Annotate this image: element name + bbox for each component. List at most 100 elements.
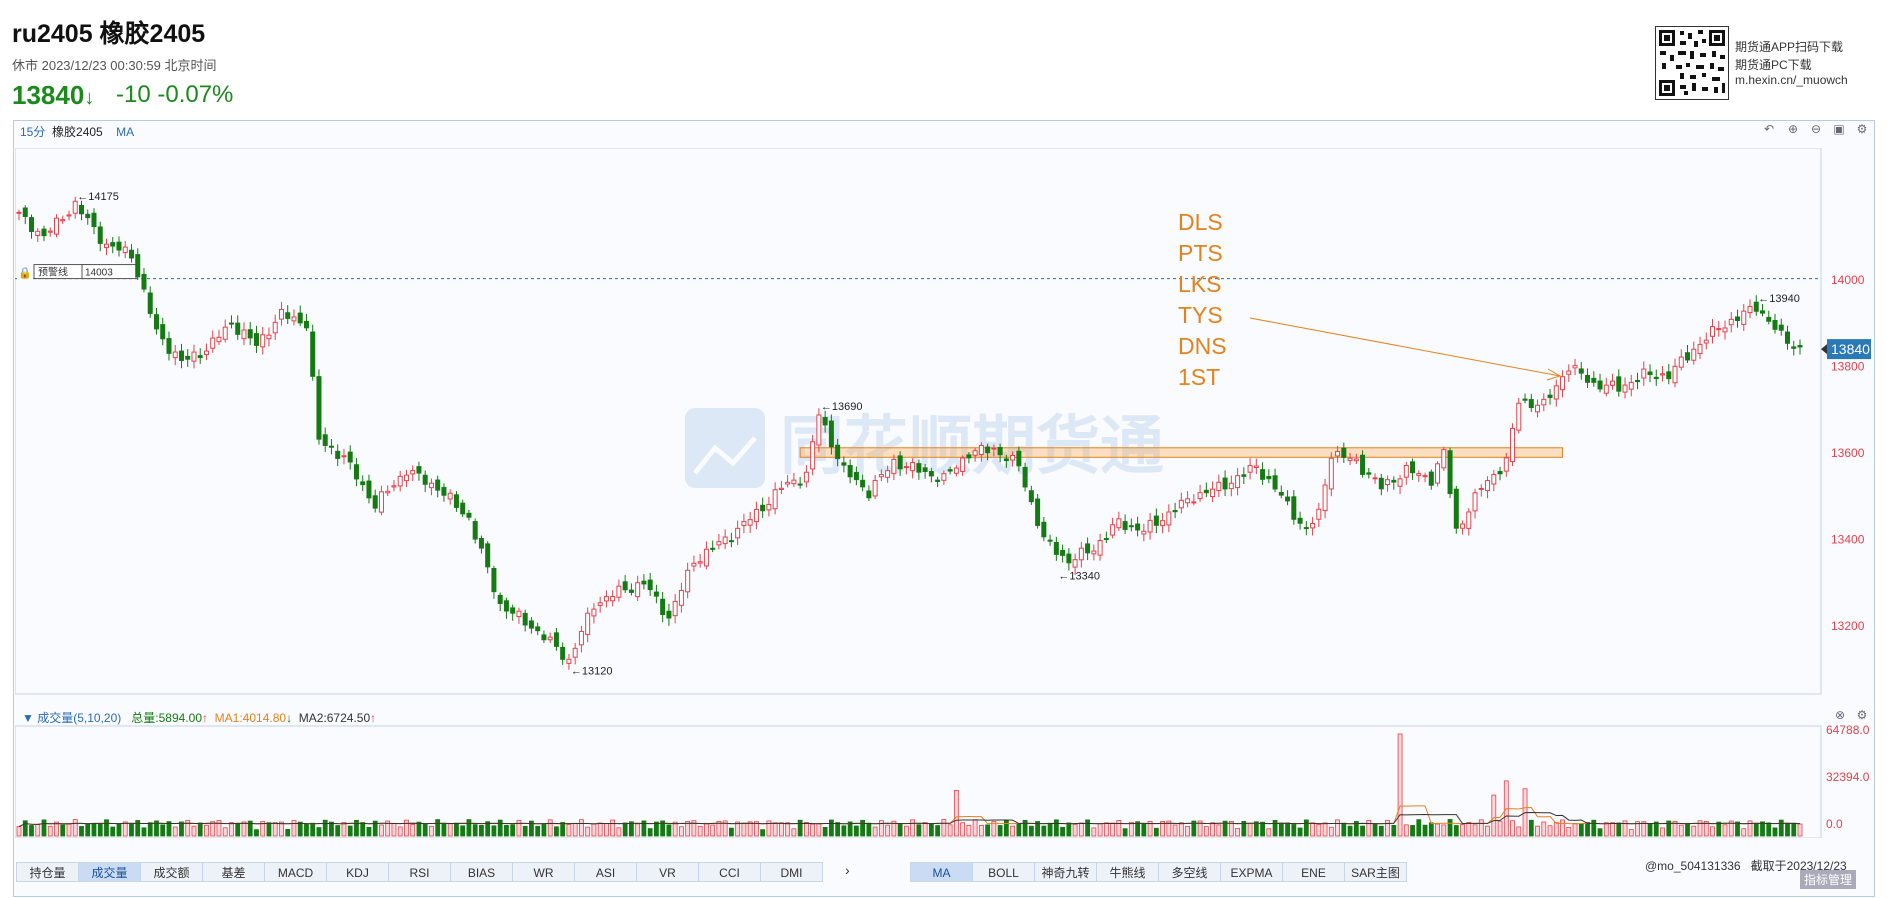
volume-bar (354, 819, 359, 837)
candle-body (597, 602, 603, 606)
tab-macd[interactable]: MACD (264, 862, 327, 882)
volume-bar (185, 820, 191, 837)
zoom-in-icon[interactable]: ⊕ (1787, 122, 1799, 136)
volume-bar (479, 825, 484, 837)
collapse-icon[interactable]: ▼ (22, 711, 34, 725)
candle-body (616, 585, 622, 598)
volume-bar (166, 821, 172, 837)
volume-bar (1516, 826, 1522, 837)
candle-body (1297, 517, 1303, 524)
undo-icon[interactable]: ↶ (1763, 122, 1775, 136)
tab-持仓量[interactable]: 持仓量 (16, 862, 79, 882)
indicator-label[interactable]: MA (116, 125, 135, 139)
candle-body (1278, 492, 1284, 496)
next-tabs-icon[interactable]: › (845, 862, 850, 878)
tab-成交额[interactable]: 成交额 (140, 862, 203, 882)
contract-name-label: 橡胶2405 (52, 125, 103, 139)
candle-body (1428, 471, 1434, 486)
candle-body (803, 471, 809, 483)
tab-expma[interactable]: EXPMA (1220, 862, 1283, 882)
tab-wr[interactable]: WR (512, 862, 575, 882)
period-label[interactable]: 15分 (20, 125, 46, 139)
volume-bar (360, 822, 366, 837)
candle-body (1703, 339, 1709, 344)
volume-bar (803, 822, 809, 837)
volume-settings-icon[interactable]: ⚙ (1856, 708, 1868, 722)
volume-bar (1060, 826, 1066, 837)
volume-bar (316, 827, 322, 837)
qr-url[interactable]: m.hexin.cn/_muowch (1735, 73, 1848, 87)
down-arrow-icon: ↓ (286, 711, 293, 725)
candle-body (28, 217, 34, 232)
tab-sar主图[interactable]: SAR主图 (1344, 862, 1407, 882)
tab-kdj[interactable]: KDJ (326, 862, 389, 882)
volume-bar (529, 820, 534, 837)
tab-dmi[interactable]: DMI (760, 862, 823, 882)
volume-bar (16, 826, 22, 837)
volume-bar (616, 827, 622, 837)
candlestick-chart[interactable]: 同花顺期货通 🔒 预警线 14003 ←14175←13690←13120←1334… (15, 148, 1875, 838)
volume-title[interactable]: 成交量(5,10,20) (37, 711, 122, 725)
tab-ene[interactable]: ENE (1282, 862, 1345, 882)
volume-bar (1672, 820, 1678, 837)
volume-bar (91, 822, 97, 837)
candle-body (1785, 331, 1791, 344)
candle-body (191, 351, 197, 362)
tab-牛熊线[interactable]: 牛熊线 (1096, 862, 1159, 882)
candle-body (1153, 515, 1159, 526)
volume-bar (572, 823, 578, 837)
volume-close-icon[interactable]: ⊗ (1834, 708, 1846, 722)
screenshot-icon[interactable]: ▣ (1833, 122, 1845, 136)
candle-body (628, 589, 634, 593)
volume-bar (1366, 820, 1372, 837)
volume-bar (1391, 824, 1397, 837)
tab-vr[interactable]: VR (636, 862, 699, 882)
volume-bar (335, 825, 341, 837)
tab-asi[interactable]: ASI (574, 862, 637, 882)
candle-body (966, 454, 972, 459)
tab-基差[interactable]: 基差 (202, 862, 265, 882)
candle-body (210, 337, 216, 349)
volume-bar (822, 826, 828, 837)
volume-bar (1585, 822, 1590, 837)
tab-成交量[interactable]: 成交量 (78, 862, 141, 882)
tab-cci[interactable]: CCI (698, 862, 761, 882)
volume-bar (54, 821, 59, 837)
volume-bar (1747, 820, 1753, 837)
tab-bias[interactable]: BIAS (450, 862, 513, 882)
volume-bar (85, 823, 91, 837)
candle-body (110, 242, 116, 247)
tab-多空线[interactable]: 多空线 (1158, 862, 1221, 882)
tab-boll[interactable]: BOLL (972, 862, 1035, 882)
volume-bar (441, 823, 447, 837)
volume-bar (991, 820, 997, 837)
volume-bar (210, 821, 216, 837)
settings-icon[interactable]: ⚙ (1856, 122, 1868, 136)
candle-body (1472, 492, 1478, 512)
indicator-manage-button[interactable]: 指标管理 (1800, 870, 1857, 889)
volume-bar (1260, 821, 1265, 837)
volume-bar (1160, 821, 1165, 837)
candle-body (1491, 474, 1497, 485)
volume-bar (379, 824, 384, 837)
volume-plot-area (15, 725, 1822, 838)
zoom-out-icon[interactable]: ⊖ (1810, 122, 1822, 136)
volume-bar (35, 824, 41, 837)
volume-bar (341, 822, 347, 837)
volume-bar (1735, 821, 1740, 837)
volume-bar (1010, 825, 1016, 837)
volume-bar (104, 819, 109, 837)
y-tick-label: 13200 (1831, 619, 1865, 633)
volume-bar (1028, 825, 1034, 837)
tab-ma[interactable]: MA (910, 862, 973, 882)
volume-bar (1760, 821, 1765, 837)
volume-bar (597, 822, 603, 837)
volume-bar (1772, 827, 1778, 837)
tab-rsi[interactable]: RSI (388, 862, 451, 882)
tab-神奇九转[interactable]: 神奇九转 (1034, 862, 1097, 882)
volume-bar (666, 824, 672, 837)
candle-body (310, 331, 316, 377)
volume-bar (1141, 823, 1147, 837)
volume-y-tick: 64788.0 (1826, 723, 1870, 737)
candle-body (1166, 511, 1172, 526)
